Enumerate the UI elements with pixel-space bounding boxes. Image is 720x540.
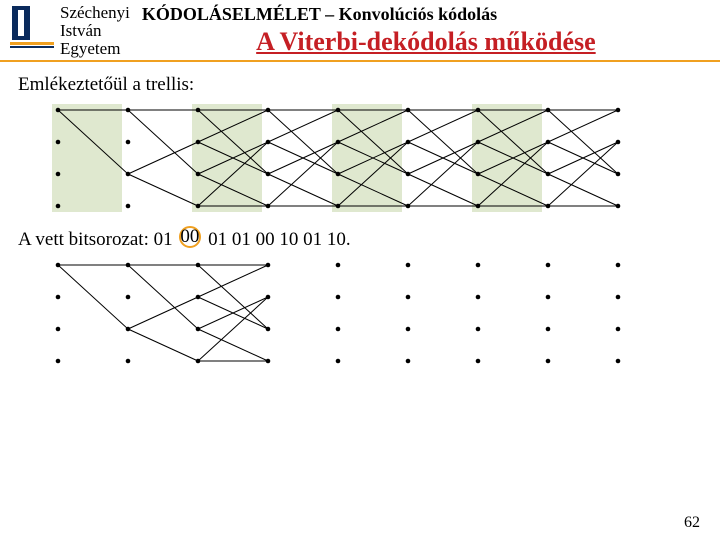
university-logo (10, 4, 54, 48)
reminder-text: Emlékeztetőül a trellis: (18, 74, 702, 96)
trellis-diagram-partial (18, 255, 658, 375)
uni-line: István (60, 22, 130, 40)
received-sequence: A vett bitsorozat: 01 00 01 01 00 10 01 … (18, 226, 702, 251)
page-number: 62 (684, 514, 700, 532)
university-name: Széchenyi István Egyetem (60, 4, 130, 58)
circled-bits: 00 (179, 226, 201, 248)
uni-line: Széchenyi (60, 4, 130, 22)
header: Széchenyi István Egyetem KÓDOLÁSELMÉLET … (0, 0, 720, 58)
course-title: KÓDOLÁSELMÉLET – Konvolúciós kódolás (142, 4, 710, 25)
trellis-diagram-full (18, 100, 658, 220)
slide-title: A Viterbi-dekódolás működése (142, 27, 710, 57)
received-prefix: A vett bitsorozat: 01 (18, 229, 177, 250)
uni-line: Egyetem (60, 40, 130, 58)
received-suffix: 01 01 00 10 01 10. (203, 229, 350, 250)
